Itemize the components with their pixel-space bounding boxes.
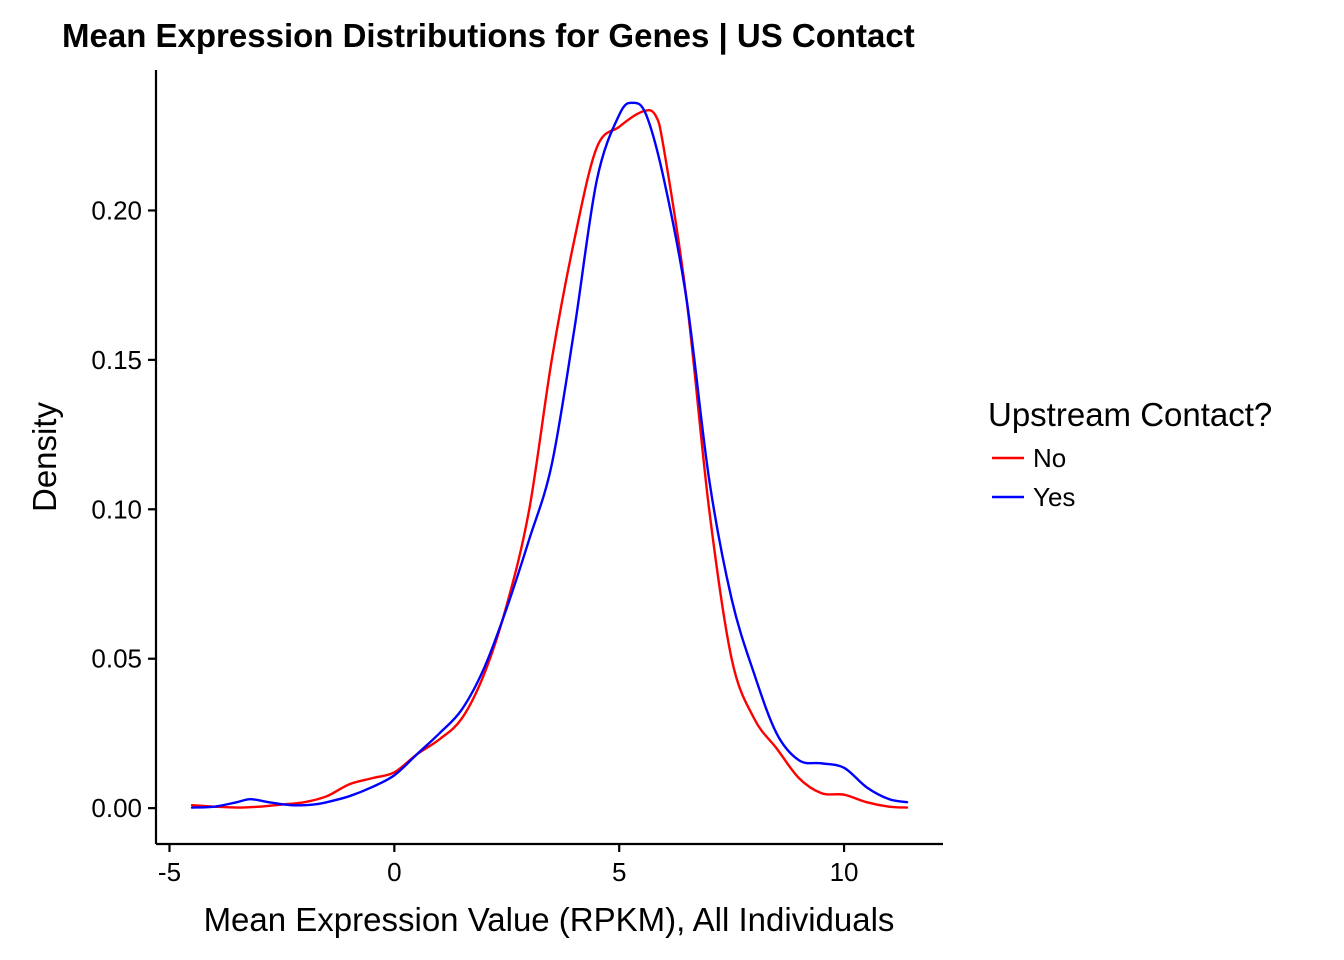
y-tick-label: 0.15	[91, 345, 142, 375]
x-tick-label: 5	[612, 857, 626, 887]
legend-title: Upstream Contact?	[988, 396, 1272, 433]
y-tick-label: 0.00	[91, 793, 142, 823]
y-tick-label: 0.10	[91, 494, 142, 524]
y-tick-label: 0.05	[91, 644, 142, 674]
series-line-yes	[190, 101, 909, 809]
legend-items: No Yes	[992, 443, 1075, 512]
series-line-no	[190, 108, 909, 809]
x-tick-label: -5	[158, 857, 181, 887]
y-axis-ticks: 0.00 0.05 0.10 0.15 0.20	[91, 195, 156, 823]
y-axis-title: Density	[26, 401, 63, 512]
x-axis-ticks: -5 0 5 10	[158, 844, 859, 887]
legend: Upstream Contact? No Yes	[988, 396, 1272, 512]
x-tick-label: 0	[387, 857, 401, 887]
series-lines	[190, 101, 909, 809]
chart-title: Mean Expression Distributions for Genes …	[62, 17, 915, 54]
x-axis-title: Mean Expression Value (RPKM), All Indivi…	[204, 901, 895, 938]
plot-area: 0.00 0.05 0.10 0.15 0.20 -5 0 5 10	[91, 70, 943, 887]
legend-label-no: No	[1033, 443, 1066, 473]
legend-label-yes: Yes	[1033, 482, 1075, 512]
x-tick-label: 10	[830, 857, 859, 887]
y-tick-label: 0.20	[91, 195, 142, 225]
